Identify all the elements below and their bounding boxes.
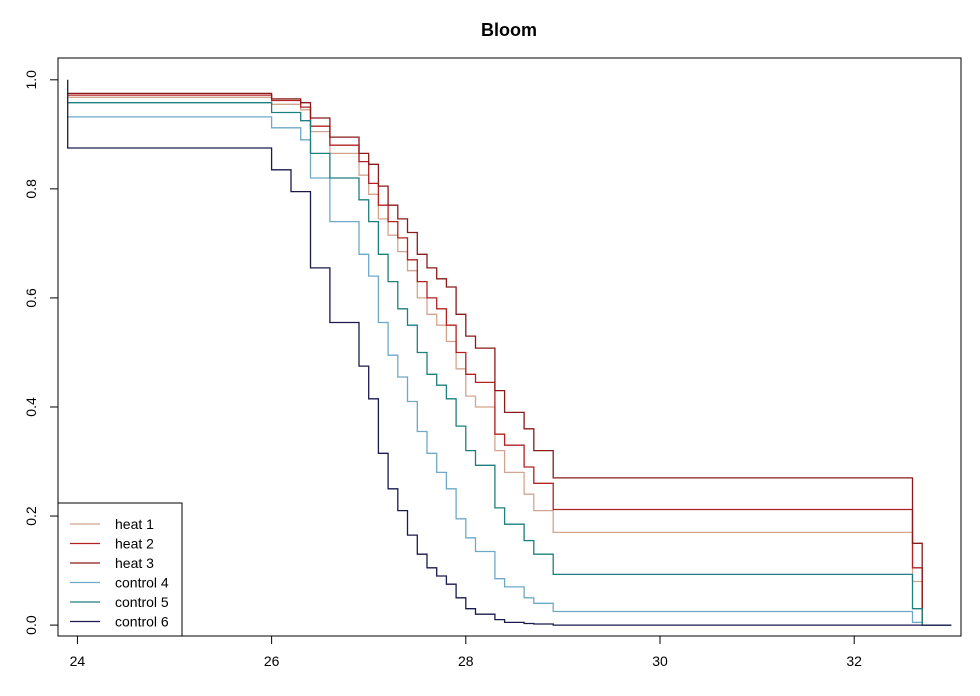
x-tick-label: 30 — [652, 653, 668, 669]
series-line-2 — [67, 94, 952, 626]
y-axis: 0.0 0.2 0.4 0.6 0.8 1.0 — [23, 70, 59, 635]
x-axis: 24 26 28 30 32 — [70, 635, 862, 669]
x-tick-label: 24 — [70, 653, 86, 669]
plot-frame — [57, 57, 962, 637]
legend-label: control 5 — [115, 594, 169, 610]
series-line-1 — [67, 96, 952, 626]
legend: heat 1 heat 2 heat 3 control 4 control 5 cont… — [57, 502, 183, 637]
series-line-6 — [67, 79, 952, 626]
legend-label: heat 3 — [115, 555, 154, 571]
series-line-3 — [67, 92, 952, 626]
x-tick-label: 28 — [458, 653, 474, 669]
y-tick-label: 0.0 — [23, 615, 39, 635]
legend-label: heat 1 — [115, 516, 154, 532]
series-line-4 — [67, 116, 952, 626]
chart-title: Bloom — [481, 20, 537, 40]
y-tick-label: 0.8 — [23, 179, 39, 199]
legend-box — [57, 502, 183, 637]
y-tick-label: 0.6 — [23, 288, 39, 308]
y-tick-label: 0.2 — [23, 506, 39, 526]
y-tick-label: 1.0 — [23, 70, 39, 90]
series-line-5 — [67, 102, 952, 626]
legend-label: control 6 — [115, 614, 169, 630]
x-tick-label: 32 — [846, 653, 862, 669]
y-tick-label: 0.4 — [23, 397, 39, 417]
legend-label: heat 2 — [115, 536, 154, 552]
x-tick-label: 26 — [264, 653, 280, 669]
legend-label: control 4 — [115, 575, 169, 591]
series-layer — [67, 79, 952, 626]
